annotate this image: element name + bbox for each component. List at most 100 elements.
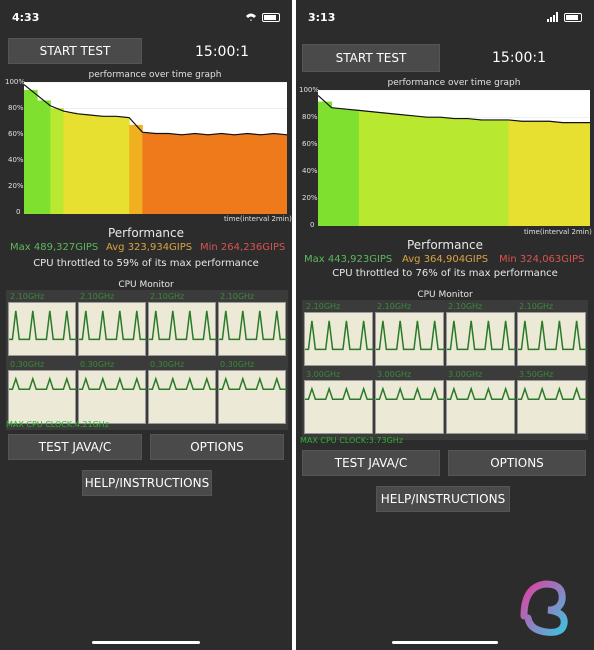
area-segment bbox=[522, 121, 537, 226]
performance-title: Performance bbox=[406, 238, 484, 252]
area-segment bbox=[63, 112, 78, 214]
cpu-load-line bbox=[376, 386, 445, 400]
area-segment bbox=[508, 120, 523, 226]
cpu-monitor-panel: 2.10GHz 2.10GHz 2.10GHz 2.10GHz 3.00GHz 3.00G… bbox=[302, 300, 588, 440]
cpu-load-line bbox=[376, 320, 445, 351]
y-tick-label: 20% bbox=[8, 182, 24, 190]
performance-line bbox=[318, 94, 590, 124]
cpu-core-graph bbox=[304, 380, 374, 434]
area-segment bbox=[155, 133, 170, 214]
help-instructions-button[interactable]: HELP/INSTRUCTIONS bbox=[82, 470, 212, 496]
cpu-core-frequency: 0.30GHz bbox=[80, 360, 115, 369]
cpu-core-graph bbox=[446, 312, 516, 366]
area-segment bbox=[399, 115, 414, 226]
cpu-load-line bbox=[447, 386, 516, 400]
area-segment bbox=[494, 119, 509, 226]
cpu-core-frequency: 2.10GHz bbox=[377, 302, 412, 311]
status-time: 3:13 bbox=[308, 10, 336, 24]
y-tick-label: 40% bbox=[8, 156, 24, 164]
area-segment bbox=[102, 116, 117, 214]
home-indicator[interactable] bbox=[392, 641, 498, 644]
area-segment bbox=[129, 124, 143, 214]
area-segment bbox=[481, 119, 496, 226]
test-java-c-button[interactable]: TEST JAVA/C bbox=[302, 450, 440, 476]
performance-title: Performance bbox=[107, 226, 185, 240]
cpu-load-line bbox=[305, 320, 374, 351]
x-axis-label: time(interval 2min) bbox=[524, 228, 592, 236]
test-timer: 15:00:1 bbox=[195, 44, 249, 60]
start-test-button[interactable]: START TEST bbox=[8, 38, 142, 64]
cpu-core-frequency: 3.00GHz bbox=[377, 370, 412, 379]
y-tick-label: 60% bbox=[302, 140, 318, 148]
wifi-icon bbox=[245, 12, 257, 22]
cpu-core-graph bbox=[375, 312, 445, 366]
cpu-load-line bbox=[9, 310, 77, 341]
performance-graph bbox=[318, 90, 590, 226]
cpu-load-line bbox=[219, 310, 287, 341]
cpu-core-graph bbox=[8, 302, 77, 356]
throttle-text: CPU throttled to 59% of its max performa… bbox=[33, 258, 259, 269]
area-segment bbox=[168, 134, 183, 214]
cpu-load-line bbox=[518, 320, 587, 351]
cpu-core-frequency: 3.00GHz bbox=[306, 370, 341, 379]
area-segment bbox=[454, 118, 469, 226]
area-segment bbox=[345, 109, 360, 226]
home-indicator[interactable] bbox=[92, 641, 200, 644]
options-button[interactable]: OPTIONS bbox=[448, 450, 586, 476]
throttle-text: CPU throttled to 76% of its max performa… bbox=[332, 268, 558, 279]
y-tick-label: 60% bbox=[8, 130, 24, 138]
area-segment bbox=[358, 111, 373, 226]
area-segment bbox=[386, 113, 401, 226]
y-tick-label: 20% bbox=[302, 194, 318, 202]
cpu-core-graph bbox=[218, 370, 287, 424]
area-segment bbox=[467, 119, 482, 226]
cpu-load-line bbox=[305, 386, 374, 400]
area-segment bbox=[372, 112, 387, 226]
start-test-button[interactable]: START TEST bbox=[302, 44, 440, 72]
test-java-c-button[interactable]: TEST JAVA/C bbox=[8, 434, 142, 460]
options-button[interactable]: OPTIONS bbox=[150, 434, 284, 460]
cpu-core-graph bbox=[517, 312, 587, 366]
cpu-load-line bbox=[79, 376, 147, 390]
area-segment bbox=[234, 134, 249, 214]
status-bar: 3:13 bbox=[296, 0, 594, 34]
cpu-core-graph bbox=[78, 370, 147, 424]
right-phone-screen: 3:13 START TEST 15:00:1 performance over… bbox=[296, 0, 594, 650]
performance-line bbox=[24, 84, 287, 136]
cpu-core-frequency: 2.10GHz bbox=[80, 292, 115, 301]
cpu-load-line bbox=[518, 386, 587, 400]
cpu-monitor-title: CPU Monitor bbox=[118, 280, 174, 290]
area-segment bbox=[331, 108, 346, 226]
cpu-core-graph bbox=[375, 380, 445, 434]
cpu-core-frequency: 2.10GHz bbox=[306, 302, 341, 311]
cpu-load-line bbox=[149, 310, 217, 341]
help-instructions-button[interactable]: HELP/INSTRUCTIONS bbox=[376, 486, 510, 512]
area-segment bbox=[194, 134, 209, 214]
area-segment bbox=[116, 116, 130, 214]
performance-graph bbox=[24, 82, 287, 214]
cpu-core-graph bbox=[517, 380, 587, 434]
battery-icon bbox=[262, 12, 280, 22]
area-segment bbox=[37, 100, 51, 214]
area-segment bbox=[221, 134, 235, 214]
area-segment bbox=[549, 121, 564, 226]
cpu-core-frequency: 2.10GHz bbox=[519, 302, 554, 311]
cpu-core-frequency: 2.10GHz bbox=[10, 292, 45, 301]
cpu-load-line bbox=[79, 310, 147, 341]
cpu-core-frequency: 2.10GHz bbox=[220, 292, 255, 301]
min-stat: Min 324,063GIPS bbox=[499, 254, 585, 265]
area-segment bbox=[247, 134, 262, 214]
area-segment bbox=[76, 114, 91, 214]
graph-title: performance over time graph bbox=[88, 70, 222, 80]
y-tick-label: 100% bbox=[299, 86, 320, 94]
area-segment bbox=[181, 134, 196, 214]
area-segment bbox=[273, 134, 287, 214]
cpu-core-frequency: 3.50GHz bbox=[519, 370, 554, 379]
status-bar: 4:33 bbox=[0, 0, 292, 34]
max-cpu-clock: MAX CPU CLOCK:4.21GHz bbox=[6, 420, 110, 429]
x-axis-label: time(interval 2min) bbox=[224, 215, 292, 223]
area-segment bbox=[208, 134, 222, 214]
cpu-core-frequency: 2.10GHz bbox=[150, 292, 185, 301]
area-segment bbox=[535, 121, 550, 226]
y-tick-label: 0 bbox=[310, 221, 315, 229]
